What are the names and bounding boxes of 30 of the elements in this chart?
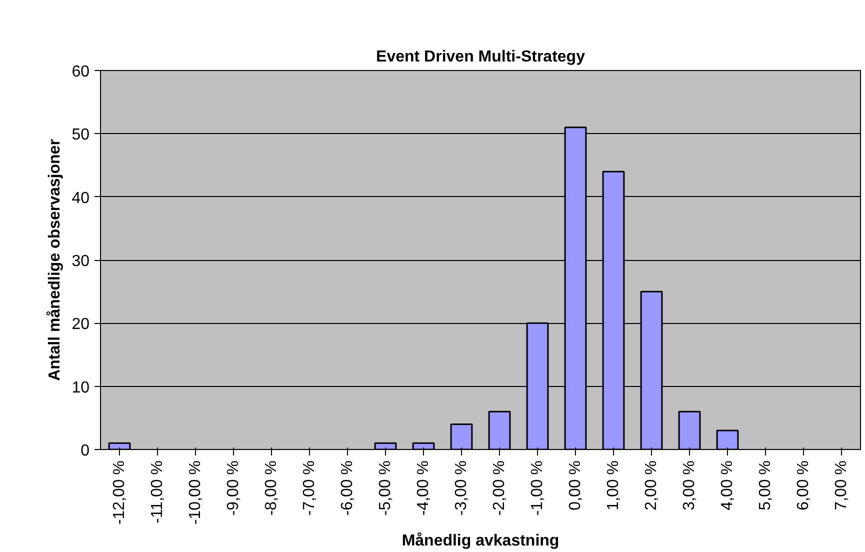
x-tick-label: 7,00 % — [833, 460, 850, 510]
x-tick-label: -2,00 % — [491, 460, 508, 516]
y-tick-label: 10 — [72, 379, 90, 396]
x-axis-title: Månedlig avkastning — [402, 532, 560, 550]
x-tick-label: -9,00 % — [225, 460, 242, 516]
x-tick-label: 6,00 % — [795, 460, 812, 510]
x-tick-label: 1,00 % — [605, 460, 622, 510]
x-tick-label: -4,00 % — [415, 460, 432, 516]
x-tick-label: -6,00 % — [339, 460, 356, 516]
y-axis-title: Antall månedlige observasjoner — [46, 139, 64, 381]
y-tick-label: 60 — [72, 64, 90, 80]
x-tick-label: -1,00 % — [529, 460, 546, 516]
y-tick-label: 0 — [80, 442, 90, 460]
x-tick-label: 3,00 % — [681, 460, 698, 510]
x-tick-label: -7,00 % — [301, 460, 318, 516]
y-tick-label: 30 — [72, 253, 90, 270]
x-tick-label: -8,00 % — [263, 460, 280, 516]
x-tick-label: -12,00 % — [111, 460, 128, 525]
x-tick-label: -5,00 % — [377, 460, 394, 516]
x-tick-label: 0,00 % — [567, 460, 584, 510]
y-tick-label: 40 — [72, 190, 90, 207]
x-tick-label: 5,00 % — [757, 460, 774, 510]
x-tick-label: -10,00 % — [187, 460, 204, 525]
y-tick-label: 20 — [72, 316, 90, 334]
x-tick-label: 2,00 % — [643, 460, 660, 510]
chart-title: Event Driven Multi-Strategy — [376, 48, 586, 66]
x-tick-label: -3,00 % — [453, 460, 470, 516]
x-tick-label: 4,00 % — [719, 460, 736, 510]
x-tick-label: -11,00 % — [149, 460, 166, 524]
y-tick-label: 50 — [72, 126, 90, 144]
